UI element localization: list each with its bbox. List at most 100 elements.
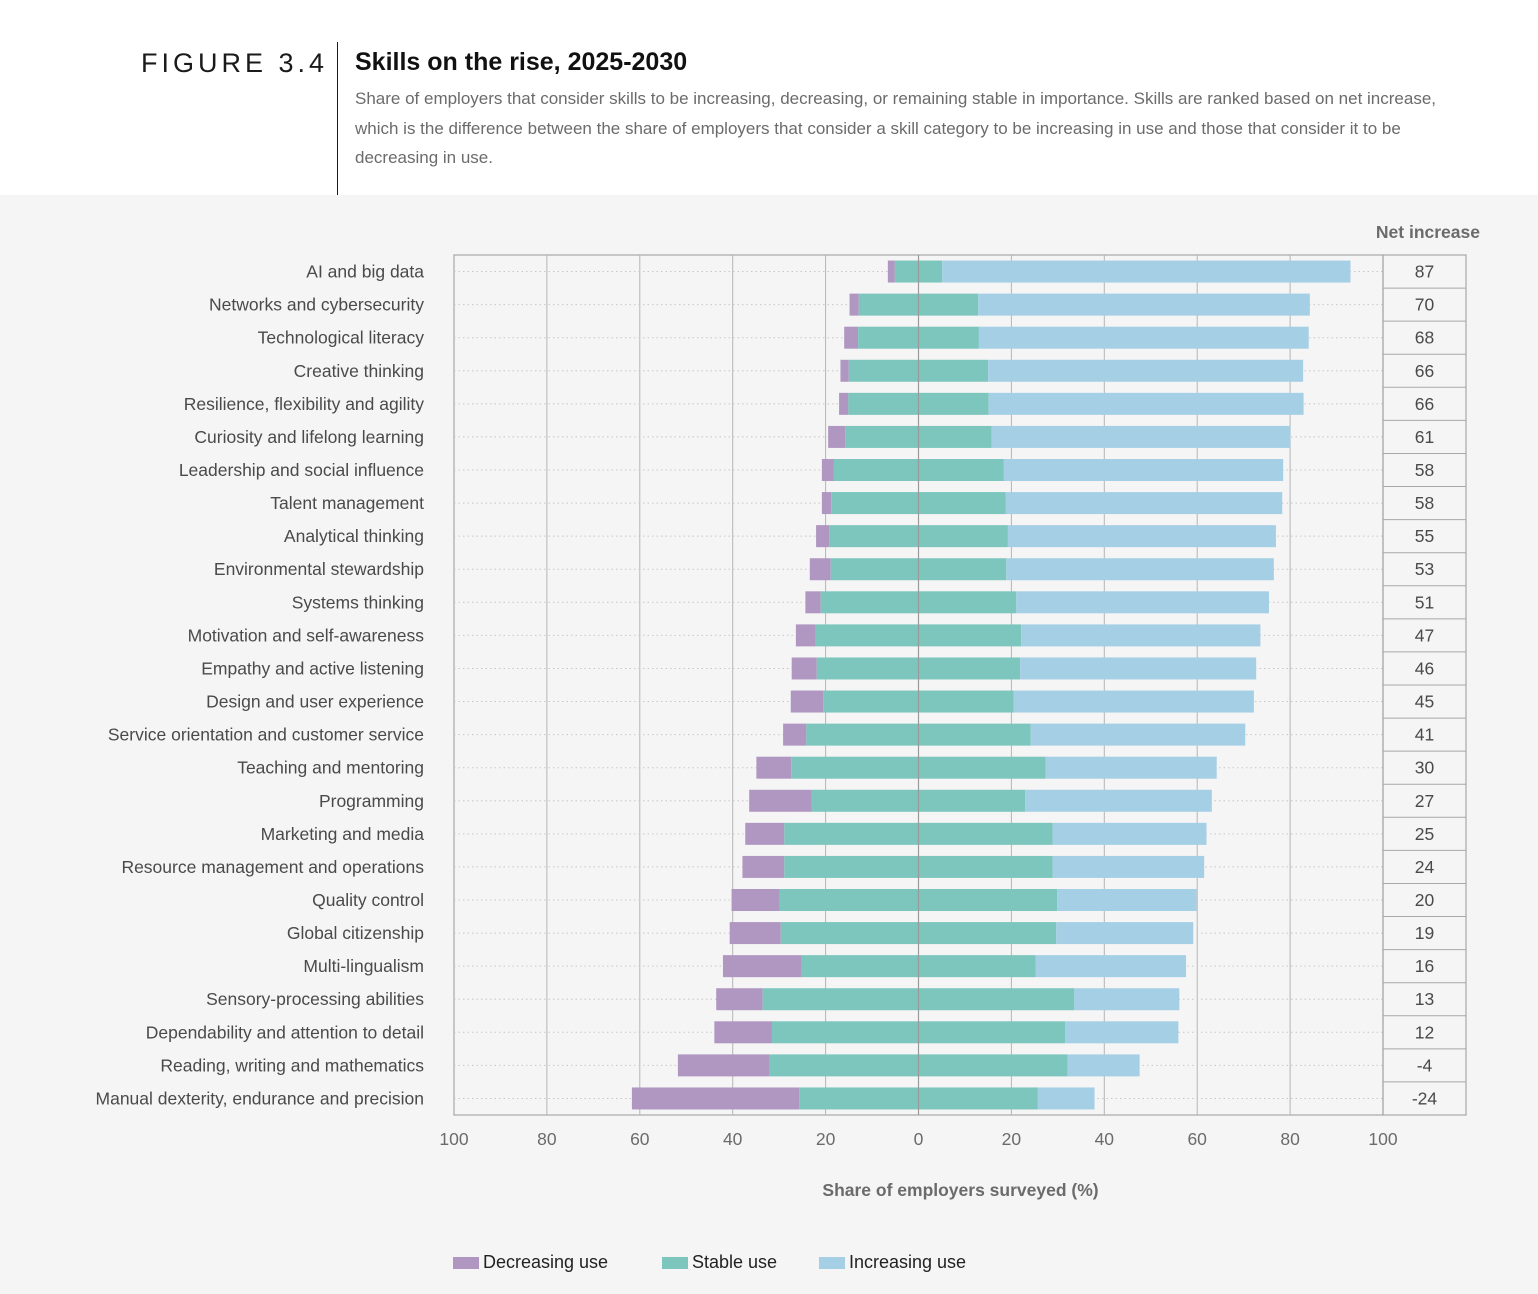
bar-decreasing [849, 293, 859, 316]
category-label: Analytical thinking [284, 526, 424, 546]
net-increase-value: 66 [1415, 361, 1434, 381]
net-increase-value: 46 [1415, 658, 1434, 678]
net-increase-value: 27 [1415, 791, 1434, 811]
bar-decreasing [790, 690, 824, 713]
category-label: Talent management [270, 493, 424, 513]
category-label: Environmental stewardship [214, 559, 424, 579]
net-increase-header: Net increase [1376, 222, 1480, 242]
x-tick-label: 60 [1187, 1129, 1207, 1149]
bar-decreasing [821, 459, 834, 481]
bar-increasing [1067, 1054, 1140, 1077]
x-tick-label: 40 [1095, 1129, 1115, 1149]
bar-increasing [942, 260, 1351, 283]
bar-decreasing [791, 657, 817, 680]
net-increase-value: 58 [1415, 460, 1434, 480]
bar-increasing [1013, 690, 1254, 713]
bar-increasing [1057, 889, 1197, 911]
x-tick-label: 20 [1002, 1129, 1022, 1149]
bar-decreasing [828, 425, 846, 448]
legend-label-stable: Stable use [692, 1252, 778, 1272]
bar-decreasing [795, 624, 816, 647]
bar-increasing [1074, 988, 1180, 1011]
net-increase-value: 47 [1415, 625, 1434, 645]
chart-subtitle: Share of employers that consider skills … [355, 89, 1437, 167]
bar-decreasing [742, 855, 785, 878]
bar-increasing [1065, 1021, 1179, 1044]
net-increase-value: 30 [1415, 758, 1435, 778]
net-increase-value: 20 [1415, 890, 1435, 910]
bar-increasing [991, 425, 1291, 448]
net-increase-value: 24 [1415, 857, 1435, 877]
x-tick-label: 80 [1280, 1129, 1300, 1149]
bar-decreasing [816, 525, 830, 548]
legend-swatch-increasing [819, 1256, 845, 1269]
bar-increasing [978, 293, 1310, 316]
x-tick-label: 0 [914, 1129, 924, 1149]
category-label: Manual dexterity, endurance and precisio… [96, 1088, 424, 1108]
chart-area: AI and big data Networks and cybersecurit… [0, 195, 1538, 1294]
bar-increasing [988, 359, 1304, 382]
bar-decreasing [716, 988, 763, 1011]
bar-increasing [1037, 1087, 1095, 1110]
bar-decreasing [809, 558, 831, 581]
legend-item-stable: Stable use [662, 1252, 777, 1273]
category-label: Networks and cybersecurity [209, 295, 424, 315]
bar-increasing [1030, 723, 1246, 746]
net-increase-value: -24 [1412, 1088, 1438, 1108]
net-increase-value: 66 [1415, 394, 1434, 414]
bar-increasing [978, 326, 1309, 349]
category-label: Dependability and attention to detail [146, 1022, 424, 1042]
chart-title: Skills on the rise, 2025-2030 [355, 48, 688, 76]
bar-decreasing [887, 260, 895, 283]
legend-item-increasing: Increasing use [819, 1252, 966, 1273]
bar-decreasing [821, 492, 832, 515]
net-increase-value: 41 [1415, 725, 1434, 745]
category-label: Resilience, flexibility and agility [184, 394, 424, 414]
bar-decreasing [749, 789, 812, 812]
category-label: Teaching and mentoring [237, 758, 424, 778]
category-label: Leadership and social influence [179, 460, 424, 480]
header-divider [337, 42, 338, 195]
x-tick-label: 20 [816, 1129, 836, 1149]
bar-decreasing [722, 955, 802, 978]
bar-decreasing [677, 1054, 770, 1077]
net-increase-value: 87 [1415, 262, 1434, 282]
bar-increasing [1052, 822, 1207, 845]
category-label: Creative thinking [294, 361, 424, 381]
bar-decreasing [840, 359, 849, 382]
net-increase-value: 25 [1415, 824, 1434, 844]
figure-label: FIGURE 3.4 [141, 48, 329, 78]
bar-chart: AI and big data Networks and cybersecurit… [96, 222, 1481, 1200]
x-tick-label: 100 [439, 1129, 468, 1149]
category-label: Reading, writing and mathematics [160, 1055, 424, 1075]
net-increase-value: 55 [1415, 526, 1434, 546]
figure-header: FIGURE 3.4 Skills on the rise, 2025-2030… [0, 0, 1538, 195]
net-increase-value: 58 [1415, 493, 1434, 513]
category-label: Global citizenship [287, 923, 424, 943]
bar-increasing [1052, 855, 1205, 878]
net-increase-value: 68 [1415, 328, 1434, 348]
legend-label-decreasing: Decreasing use [483, 1252, 609, 1272]
bar-increasing [1003, 459, 1284, 481]
bar-decreasing [756, 756, 792, 779]
net-increase-value: 70 [1415, 295, 1435, 315]
bar-decreasing [731, 889, 780, 911]
bar-increasing [1006, 558, 1274, 581]
category-label: Programming [319, 791, 424, 811]
bar-decreasing [844, 326, 859, 349]
bar-increasing [1021, 624, 1261, 647]
category-label: Design and user experience [206, 692, 424, 712]
bar-increasing [1035, 955, 1187, 978]
bar-increasing [1020, 657, 1257, 680]
net-increase-value: 45 [1415, 692, 1434, 712]
bar-decreasing [745, 822, 785, 845]
category-label: Technological literacy [258, 328, 425, 348]
bar-increasing [988, 392, 1304, 415]
net-increase-value: -4 [1417, 1055, 1433, 1075]
x-tick-label: 80 [537, 1129, 557, 1149]
bar-increasing [1045, 756, 1217, 779]
bar-decreasing [805, 591, 821, 614]
category-label: Sensory-processing abilities [206, 989, 424, 1009]
category-label: Motivation and self-awareness [188, 625, 425, 645]
net-increase-value: 61 [1415, 427, 1434, 447]
